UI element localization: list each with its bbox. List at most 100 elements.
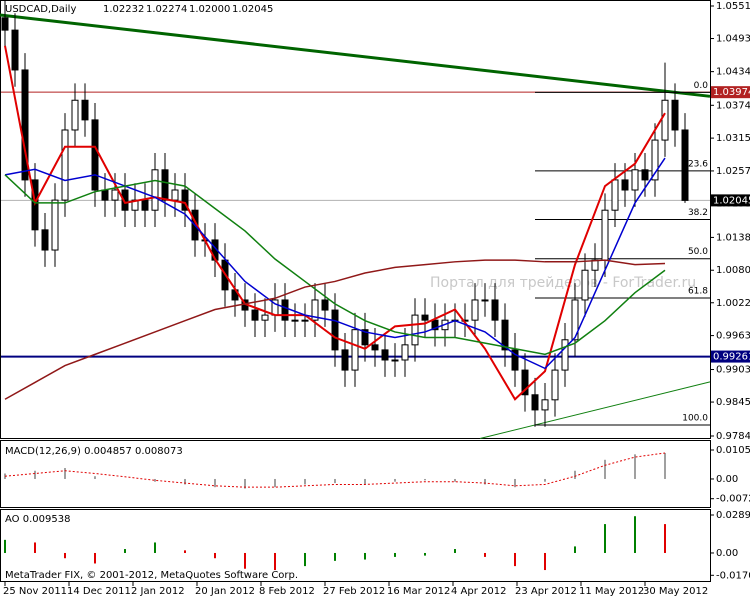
candle-body bbox=[331, 309, 339, 351]
x-tick-label: 4 Apr 2012 bbox=[451, 586, 506, 597]
candle-body bbox=[531, 394, 539, 411]
candle-body bbox=[611, 179, 619, 211]
candle-body bbox=[91, 119, 99, 191]
candle-body bbox=[301, 319, 309, 322]
price-box bbox=[711, 86, 750, 99]
candle-body bbox=[651, 139, 659, 181]
fib-label: 23.6 bbox=[688, 159, 708, 169]
macd-bar bbox=[184, 478, 186, 485]
macd-bar bbox=[634, 454, 636, 479]
candle-body bbox=[561, 339, 569, 371]
x-tick-label: 30 May 2012 bbox=[643, 586, 708, 597]
macd-bar bbox=[364, 478, 366, 485]
candle-body bbox=[41, 229, 49, 251]
candle-body bbox=[571, 299, 579, 341]
candle-body bbox=[1, 17, 9, 31]
y-tick-label: 1.01385 bbox=[716, 232, 750, 243]
x-tick-label: 20 Jan 2012 bbox=[195, 586, 255, 597]
macd-bar bbox=[484, 478, 486, 485]
main-panel bbox=[0, 0, 711, 439]
macd-bar bbox=[244, 478, 246, 489]
candle-body bbox=[21, 69, 29, 181]
ohlc-open: 1.02232 bbox=[103, 4, 144, 15]
ao-panel bbox=[0, 509, 711, 582]
x-tick-label: 2 Jan 2012 bbox=[131, 586, 185, 597]
fib-label: 61.8 bbox=[688, 286, 708, 296]
moving-average bbox=[4, 157, 666, 370]
x-tick-label: 14 Dec 2011 bbox=[67, 586, 131, 597]
x-tick-label: 23 Apr 2012 bbox=[515, 586, 577, 597]
macd-bar bbox=[454, 478, 456, 482]
candle-body bbox=[371, 344, 379, 351]
ao-bar bbox=[184, 550, 186, 553]
macd-bar bbox=[664, 452, 666, 479]
y-tick-label: 1.02570 bbox=[716, 166, 750, 177]
fib-label: 50.0 bbox=[688, 247, 708, 257]
ao-bar bbox=[334, 552, 336, 561]
price-box bbox=[711, 194, 750, 207]
y-tick-label: -0.00721 bbox=[716, 494, 750, 505]
candle-body bbox=[391, 359, 399, 362]
watermark: Портал для трейдеров - ForTrader.ru bbox=[430, 275, 696, 291]
candle-body bbox=[291, 319, 299, 322]
ao-bar bbox=[454, 549, 456, 553]
ao-bar bbox=[274, 552, 276, 571]
y-tick-label: 0.010584 bbox=[716, 445, 750, 456]
ao-bar bbox=[214, 552, 216, 559]
candle-body bbox=[581, 269, 589, 301]
candle-body bbox=[501, 319, 509, 351]
moving-average bbox=[4, 45, 666, 401]
candle-body bbox=[381, 349, 389, 361]
candle-body bbox=[661, 99, 669, 141]
ao-bar bbox=[604, 524, 606, 553]
y-tick-label: 1.03740 bbox=[716, 100, 750, 111]
ao-bar bbox=[94, 552, 96, 564]
ohlc-close: 1.02045 bbox=[232, 4, 273, 15]
ao-bar bbox=[364, 552, 366, 560]
y-tick-label: 1.04340 bbox=[716, 67, 750, 78]
candle-body bbox=[621, 179, 629, 191]
candle-body bbox=[111, 189, 119, 201]
macd-bar bbox=[34, 470, 36, 479]
candle-body bbox=[641, 169, 649, 181]
ao-bar bbox=[484, 552, 486, 557]
candle-body bbox=[141, 199, 149, 211]
x-tick-label: 25 Nov 2011 bbox=[3, 586, 67, 597]
macd-bar bbox=[334, 478, 336, 484]
fib-label: 38.2 bbox=[688, 208, 708, 218]
candle-body bbox=[421, 314, 429, 321]
candle-body bbox=[161, 169, 169, 201]
candle-body bbox=[491, 299, 499, 321]
moving-average bbox=[4, 174, 666, 356]
candle-body bbox=[551, 369, 559, 401]
candle-body bbox=[61, 129, 69, 201]
trendline bbox=[479, 381, 711, 440]
candle-body bbox=[431, 319, 439, 331]
ohlc-low: 1.02000 bbox=[189, 4, 230, 15]
ao-bar bbox=[34, 542, 36, 553]
candle-body bbox=[631, 169, 639, 191]
y-tick-label: 1.04930 bbox=[716, 34, 750, 45]
candle-body bbox=[481, 299, 489, 302]
candle-body bbox=[251, 309, 259, 321]
candle-body bbox=[101, 189, 109, 201]
candle-body bbox=[81, 99, 89, 121]
ao-bar bbox=[574, 546, 576, 553]
candle-body bbox=[361, 329, 369, 346]
candle-body bbox=[671, 99, 679, 131]
candle-body bbox=[341, 349, 349, 371]
fib-label: 100.0 bbox=[682, 414, 708, 424]
macd-bar bbox=[214, 478, 216, 488]
moving-average bbox=[4, 259, 666, 400]
ao-bar bbox=[424, 552, 426, 556]
candle-body bbox=[281, 299, 289, 321]
candle-body bbox=[121, 189, 129, 211]
candle-body bbox=[321, 299, 329, 311]
candle-body bbox=[171, 189, 179, 201]
price-box bbox=[711, 350, 750, 363]
macd-bar bbox=[574, 470, 576, 479]
candle-body bbox=[411, 314, 419, 346]
